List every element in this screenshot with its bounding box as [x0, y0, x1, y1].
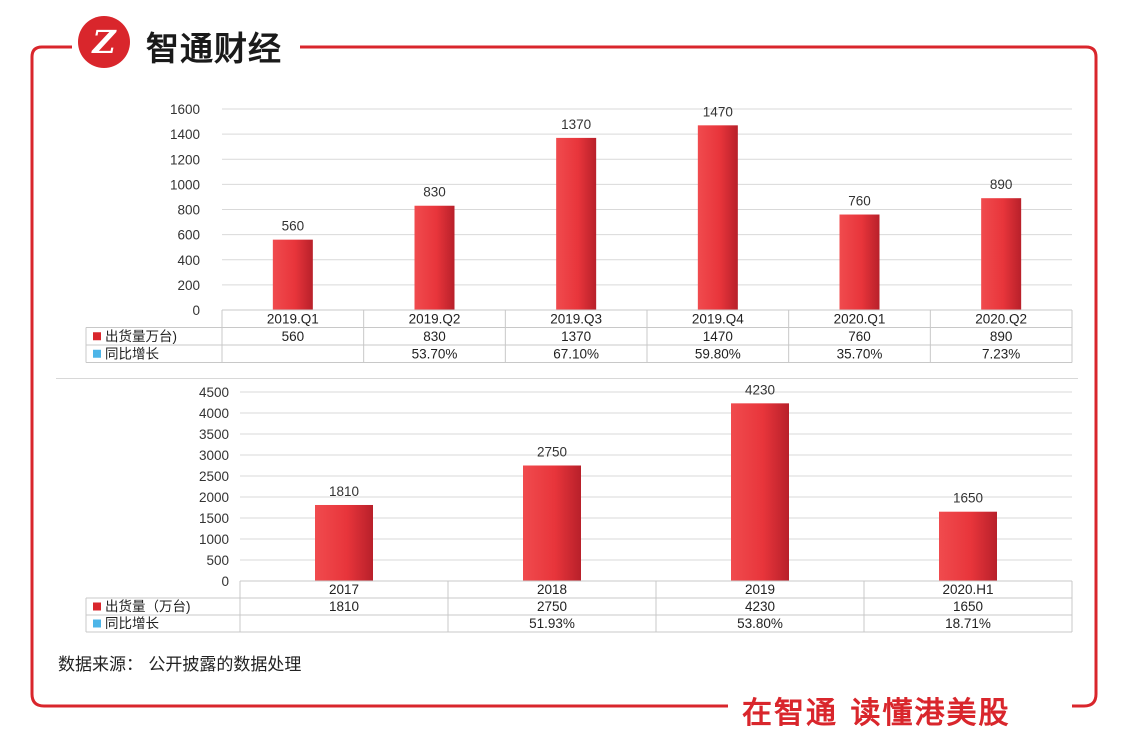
table-cell: 35.70%: [837, 347, 883, 362]
frame-border: [30, 45, 1098, 708]
y-tick-label: 400: [177, 253, 200, 268]
table-cell: 1470: [703, 329, 733, 344]
table-cell: 53.70%: [412, 347, 458, 362]
y-tick-label: 600: [177, 228, 200, 243]
legend-key: [93, 332, 101, 341]
data-label: 1810: [329, 484, 359, 499]
bar: [523, 465, 581, 581]
data-label: 2750: [537, 445, 567, 460]
x-category-label: 2019.Q1: [267, 312, 319, 327]
table-row-label: 同比增长: [105, 616, 159, 631]
y-tick-label: 1400: [170, 127, 200, 142]
table-cell: 760: [848, 329, 871, 344]
table-cell: 1810: [329, 599, 359, 614]
x-category-label: 2019.Q3: [550, 312, 602, 327]
y-tick-label: 200: [177, 278, 200, 293]
data-label: 1650: [953, 491, 983, 506]
table-cell: 51.93%: [529, 616, 575, 631]
y-tick-label: 2500: [199, 469, 229, 484]
legend-key: [93, 619, 101, 628]
bar: [414, 205, 455, 310]
table-cell: 7.23%: [982, 347, 1020, 362]
y-tick-label: 1600: [170, 102, 200, 117]
y-tick-label: 4500: [199, 385, 229, 400]
brand-slogan: 在智通 读懂港美股: [734, 688, 1019, 732]
data-label: 1470: [703, 104, 733, 119]
bar: [556, 137, 597, 310]
x-category-label: 2019.Q4: [692, 312, 744, 327]
y-tick-label: 1000: [170, 177, 200, 192]
data-label: 560: [282, 219, 305, 234]
bar: [731, 403, 789, 581]
y-tick-label: 2000: [199, 490, 229, 505]
data-label: 830: [423, 185, 446, 200]
y-tick-label: 0: [221, 574, 229, 589]
chart-divider: [56, 378, 1078, 379]
bar: [981, 198, 1022, 310]
x-category-label: 2020.Q2: [975, 312, 1027, 327]
brand-logo: Z: [78, 16, 130, 68]
table-cell: 53.80%: [737, 616, 783, 631]
brand-name: 智通财经: [146, 29, 282, 68]
bar: [839, 214, 880, 310]
y-tick-label: 1000: [199, 532, 229, 547]
legend-key: [93, 349, 101, 358]
table-cell: 2750: [537, 599, 567, 614]
legend-key: [93, 602, 101, 611]
x-category-label: 2017: [329, 582, 359, 597]
table-row-label: 出货量万台): [105, 328, 177, 344]
brand-logo-letter: Z: [92, 23, 116, 61]
bar: [315, 504, 373, 581]
bar: [272, 239, 313, 310]
source-note: 数据来源： 公开披露的数据处理: [58, 655, 302, 675]
data-label: 4230: [745, 382, 775, 397]
data-label: 1370: [561, 117, 591, 132]
x-category-label: 2018: [537, 582, 567, 597]
x-category-label: 2019: [745, 582, 775, 597]
table-cell: 18.71%: [945, 616, 991, 631]
table-cell: 1650: [953, 599, 983, 614]
table-cell: 59.80%: [695, 347, 741, 362]
y-tick-label: 3500: [199, 427, 229, 442]
bar: [697, 125, 738, 310]
data-label: 890: [990, 177, 1013, 192]
x-category-label: 2020.Q1: [834, 312, 886, 327]
y-tick-label: 3000: [199, 448, 229, 463]
table-cell: 4230: [745, 599, 775, 614]
y-tick-label: 1500: [199, 511, 229, 526]
y-tick-label: 500: [206, 553, 229, 568]
y-tick-label: 0: [192, 303, 200, 318]
table-cell: 1370: [561, 329, 591, 344]
table-cell: 890: [990, 329, 1013, 344]
table-cell: 830: [423, 329, 446, 344]
x-category-label: 2019.Q2: [409, 312, 461, 327]
table-row-label: 同比增长: [105, 347, 159, 362]
data-label: 760: [848, 194, 871, 209]
table-cell: 67.10%: [553, 347, 599, 362]
y-tick-label: 1200: [170, 152, 200, 167]
bar: [939, 511, 997, 581]
table-row-label: 出货量（万台): [105, 598, 191, 614]
y-tick-label: 800: [177, 203, 200, 218]
y-tick-label: 4000: [199, 406, 229, 421]
table-cell: 560: [282, 329, 305, 344]
x-category-label: 2020.H1: [942, 582, 993, 597]
